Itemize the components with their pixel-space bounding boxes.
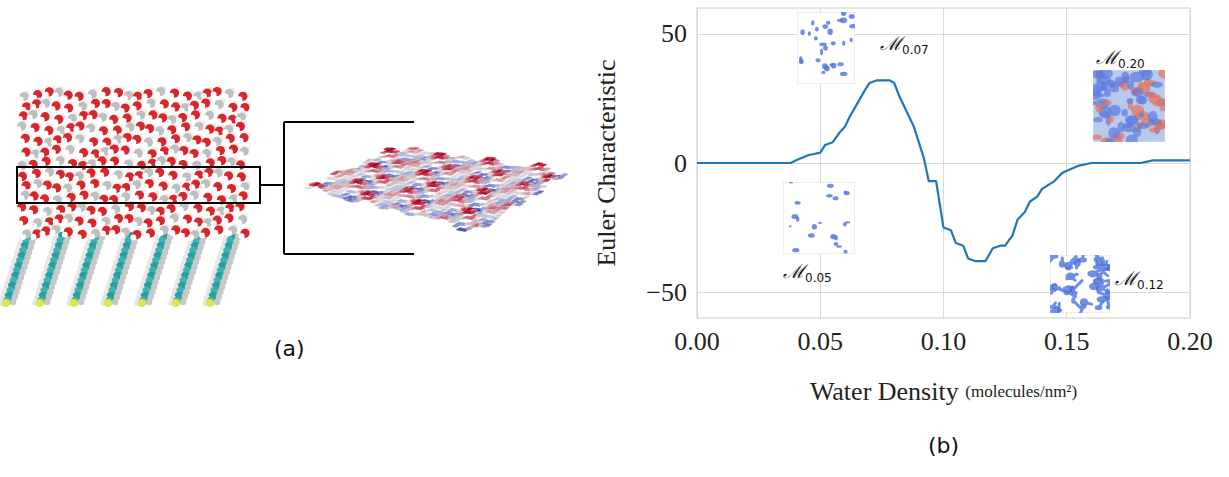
svg-text:0.00: 0.00 — [674, 327, 720, 356]
html-text:ℳ0.20: ℳ0.20 — [1096, 46, 1145, 72]
html-text:ℳ0.12: ℳ0.12 — [1115, 267, 1164, 293]
svg-text:0.20: 0.20 — [1167, 327, 1213, 356]
svg-text:50: 50 — [661, 19, 687, 48]
svg-text:0: 0 — [674, 149, 687, 178]
svg-text:−50: −50 — [646, 278, 687, 307]
svg-text:0.05: 0.05 — [798, 327, 844, 356]
html-text:(b): (b) — [928, 433, 960, 458]
html-text:(a): (a) — [274, 336, 305, 361]
svg-text:Water Density: Water Density — [810, 377, 959, 406]
svg-text:(molecules/nm²): (molecules/nm²) — [965, 382, 1077, 401]
svg-text:0.10: 0.10 — [921, 327, 967, 356]
svg-text:Euler Characteristic: Euler Characteristic — [592, 59, 621, 266]
svg-text:0.15: 0.15 — [1044, 327, 1090, 356]
html-text:ℳ0.07: ℳ0.07 — [880, 32, 929, 58]
html-text:ℳ0.05: ℳ0.05 — [783, 260, 832, 286]
